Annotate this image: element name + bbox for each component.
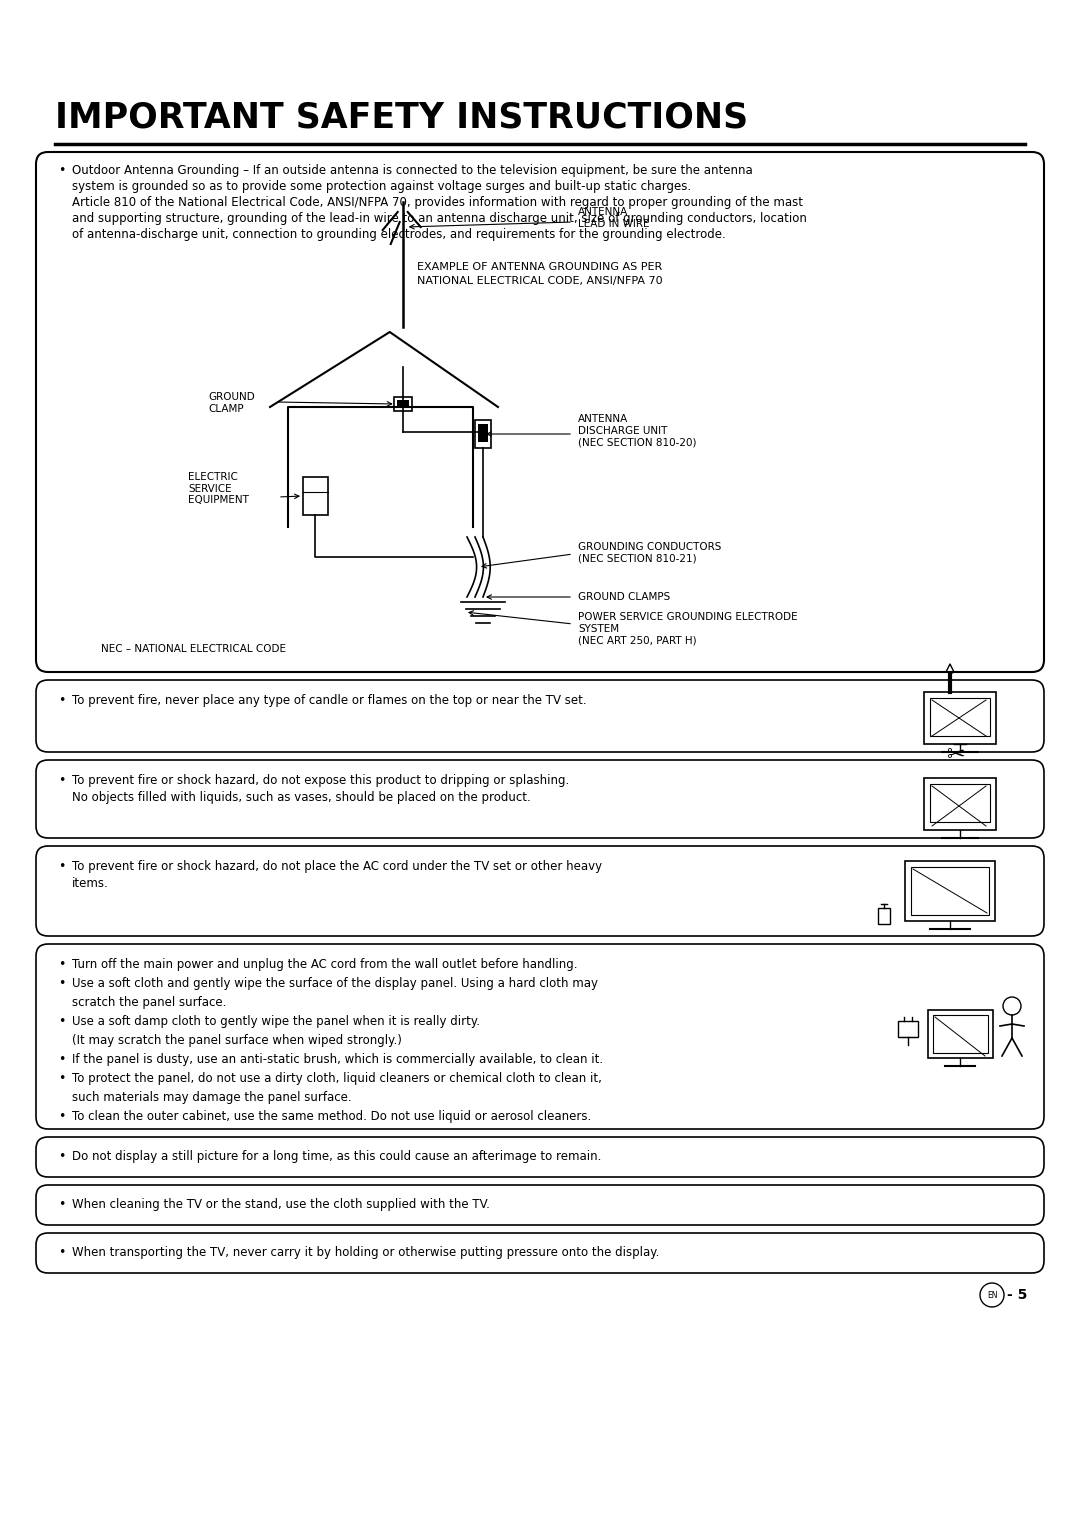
Bar	[930, 698, 990, 736]
Text: To prevent fire or shock hazard, do not expose this product to dripping or splas: To prevent fire or shock hazard, do not …	[72, 775, 569, 787]
Text: Use a soft cloth and gently wipe the surface of the display panel. Using a hard : Use a soft cloth and gently wipe the sur…	[72, 976, 598, 990]
Text: GROUNDING CONDUCTORS
(NEC SECTION 810-21): GROUNDING CONDUCTORS (NEC SECTION 810-21…	[578, 542, 721, 564]
Text: •: •	[58, 1245, 66, 1259]
Bar	[930, 784, 990, 822]
Text: NEC – NATIONAL ELECTRICAL CODE: NEC – NATIONAL ELECTRICAL CODE	[102, 643, 286, 654]
Text: •: •	[58, 958, 66, 970]
Text: •: •	[58, 1151, 66, 1163]
Text: •: •	[58, 976, 66, 990]
Text: •: •	[58, 694, 66, 707]
Text: To clean the outer cabinet, use the same method. Do not use liquid or aerosol cl: To clean the outer cabinet, use the same…	[72, 1109, 591, 1123]
Text: When cleaning the TV or the stand, use the cloth supplied with the TV.: When cleaning the TV or the stand, use t…	[72, 1198, 490, 1212]
Text: •: •	[58, 1109, 66, 1123]
Bar	[478, 423, 488, 442]
Text: - 5: - 5	[1007, 1288, 1027, 1302]
Bar	[475, 420, 491, 448]
Text: EXAMPLE OF ANTENNA GROUNDING AS PER: EXAMPLE OF ANTENNA GROUNDING AS PER	[417, 261, 663, 272]
Text: No objects filled with liquids, such as vases, should be placed on the product.: No objects filled with liquids, such as …	[72, 792, 530, 804]
Text: •: •	[58, 163, 66, 177]
Bar	[928, 1010, 993, 1057]
Bar	[897, 1021, 918, 1038]
Text: When transporting the TV, never carry it by holding or otherwise putting pressur: When transporting the TV, never carry it…	[72, 1245, 660, 1259]
Bar	[303, 477, 328, 515]
Text: GROUND
CLAMP: GROUND CLAMP	[208, 393, 255, 414]
Text: Use a soft damp cloth to gently wipe the panel when it is really dirty.: Use a soft damp cloth to gently wipe the…	[72, 1015, 480, 1028]
Text: Outdoor Antenna Grounding – If an outside antenna is connected to the television: Outdoor Antenna Grounding – If an outsid…	[72, 163, 753, 177]
Text: •: •	[58, 775, 66, 787]
Text: Article 810 of the National Electrical Code, ANSI/NFPA 70, provides information : Article 810 of the National Electrical C…	[72, 196, 804, 209]
Text: ANTENNA
LEAD IN WIRE: ANTENNA LEAD IN WIRE	[578, 206, 649, 229]
Text: items.: items.	[72, 877, 109, 889]
Text: To prevent fire or shock hazard, do not place the AC cord under the TV set or ot: To prevent fire or shock hazard, do not …	[72, 860, 603, 872]
Bar	[394, 397, 411, 411]
Text: GROUND CLAMPS: GROUND CLAMPS	[578, 591, 671, 602]
Text: ANTENNA
DISCHARGE UNIT
(NEC SECTION 810-20): ANTENNA DISCHARGE UNIT (NEC SECTION 810-…	[578, 414, 697, 448]
Text: •: •	[58, 860, 66, 872]
Text: EN: EN	[987, 1291, 997, 1299]
Bar	[905, 860, 995, 921]
Text: Turn off the main power and unplug the AC cord from the wall outlet before handl: Turn off the main power and unplug the A…	[72, 958, 578, 970]
Bar	[878, 908, 890, 924]
Bar	[933, 1015, 988, 1053]
Bar	[912, 866, 989, 915]
Text: such materials may damage the panel surface.: such materials may damage the panel surf…	[72, 1091, 352, 1105]
Bar	[924, 692, 996, 744]
Text: •: •	[58, 1073, 66, 1085]
Text: of antenna-discharge unit, connection to grounding electrodes, and requirements : of antenna-discharge unit, connection to…	[72, 228, 726, 241]
Text: Do not display a still picture for a long time, as this could cause an afterimag: Do not display a still picture for a lon…	[72, 1151, 602, 1163]
Text: •: •	[58, 1015, 66, 1028]
Text: To protect the panel, do not use a dirty cloth, liquid cleaners or chemical clot: To protect the panel, do not use a dirty…	[72, 1073, 602, 1085]
Text: POWER SERVICE GROUNDING ELECTRODE
SYSTEM
(NEC ART 250, PART H): POWER SERVICE GROUNDING ELECTRODE SYSTEM…	[578, 613, 798, 645]
Text: To prevent fire, never place any type of candle or flames on the top or near the: To prevent fire, never place any type of…	[72, 694, 586, 707]
Text: IMPORTANT SAFETY INSTRUCTIONS: IMPORTANT SAFETY INSTRUCTIONS	[55, 99, 748, 134]
Text: and supporting structure, grounding of the lead-in wire to an antenna discharge : and supporting structure, grounding of t…	[72, 212, 807, 225]
Text: ELECTRIC
SERVICE
EQUIPMENT: ELECTRIC SERVICE EQUIPMENT	[188, 472, 248, 506]
Bar	[924, 778, 996, 830]
Text: If the panel is dusty, use an anti-static brush, which is commercially available: If the panel is dusty, use an anti-stati…	[72, 1053, 603, 1067]
Text: (It may scratch the panel surface when wiped strongly.): (It may scratch the panel surface when w…	[72, 1034, 402, 1047]
Bar	[396, 400, 408, 408]
Text: scratch the panel surface.: scratch the panel surface.	[72, 996, 227, 1008]
Text: NATIONAL ELECTRICAL CODE, ANSI/NFPA 70: NATIONAL ELECTRICAL CODE, ANSI/NFPA 70	[417, 277, 663, 286]
Text: ✂: ✂	[946, 746, 964, 766]
Text: •: •	[58, 1198, 66, 1212]
Text: •: •	[58, 1053, 66, 1067]
Text: system is grounded so as to provide some protection against voltage surges and b: system is grounded so as to provide some…	[72, 180, 691, 193]
